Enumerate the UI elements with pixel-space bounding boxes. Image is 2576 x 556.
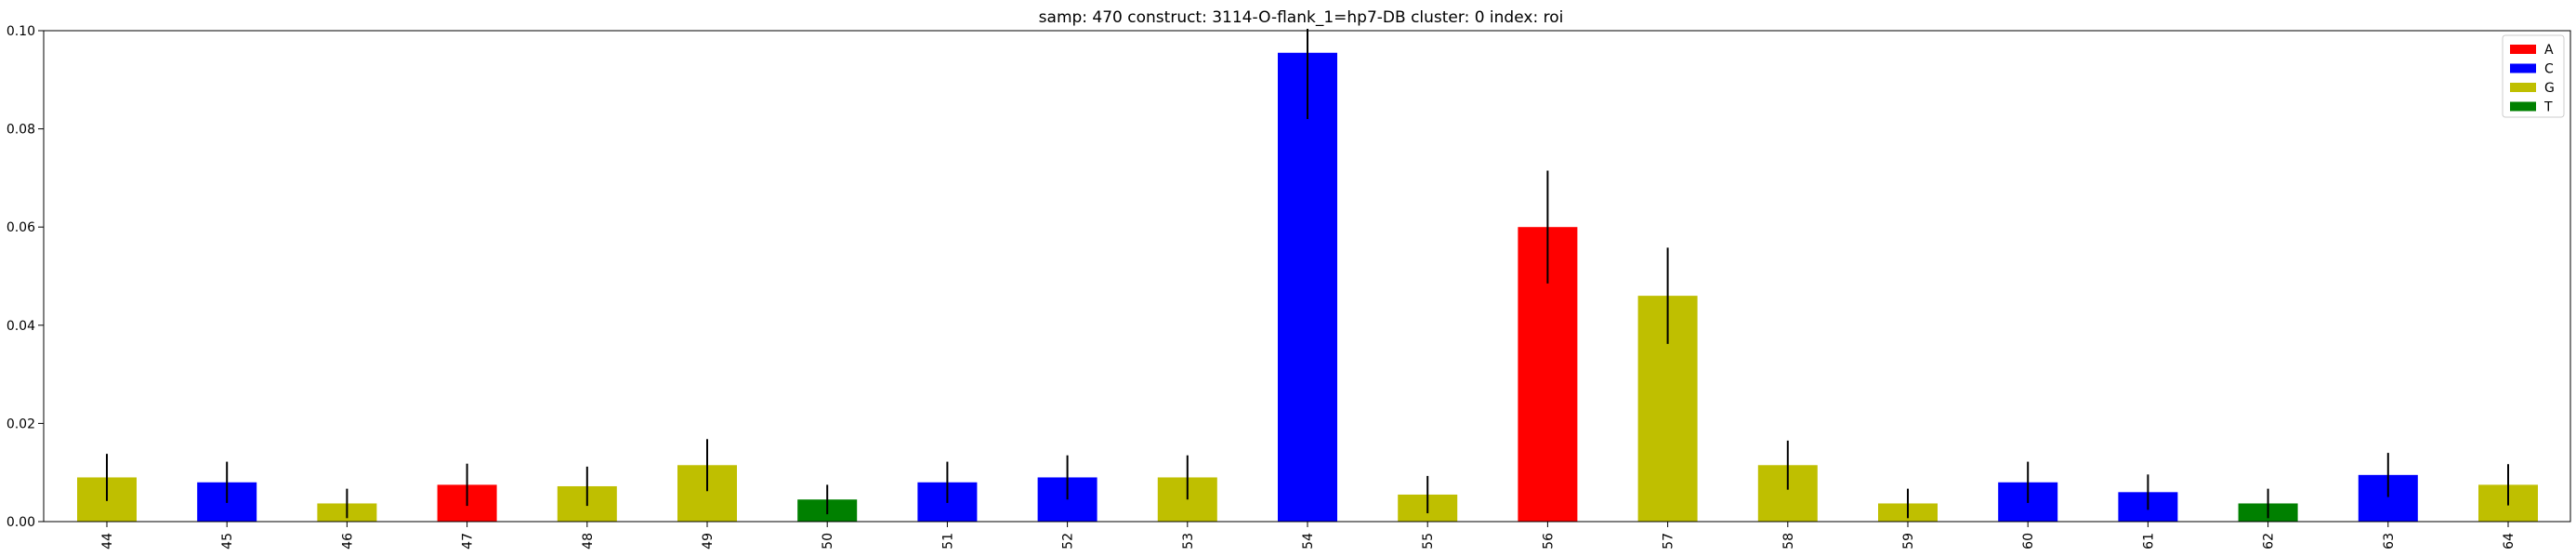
bar-54 <box>1278 52 1337 522</box>
legend-swatch-A <box>2510 45 2536 54</box>
x-tick-label-49: 49 <box>701 533 716 549</box>
legend-box <box>2502 34 2565 118</box>
x-tick-label-60: 60 <box>2021 533 2036 549</box>
legend-label-G: G <box>2544 81 2555 96</box>
x-tick-label-62: 62 <box>2262 533 2277 549</box>
x-tick-label-58: 58 <box>1781 533 1796 549</box>
x-tick-label-51: 51 <box>940 533 955 549</box>
x-tick-label-46: 46 <box>340 533 355 549</box>
legend-label-T: T <box>2543 100 2553 115</box>
y-tick-label-5: 0.10 <box>7 24 35 39</box>
x-tick-label-45: 45 <box>220 533 235 549</box>
x-axis: 44 45 46 47 48 49 50 51 52 53 54 55 56 57 58 59 60 61 62 63… <box>100 522 2517 549</box>
x-tick-label-44: 44 <box>100 533 115 549</box>
x-tick-label-64: 64 <box>2502 533 2517 549</box>
legend-swatch-T <box>2510 101 2536 112</box>
bars-group <box>77 52 2538 522</box>
x-tick-label-56: 56 <box>1541 533 1556 549</box>
y-tick-label-0: 0.00 <box>7 515 35 530</box>
legend-label-A: A <box>2544 43 2554 58</box>
legend-swatch-C <box>2510 63 2536 73</box>
legend-swatch-G <box>2510 83 2536 92</box>
error-bars-group <box>106 29 2509 519</box>
x-tick-label-50: 50 <box>821 533 835 549</box>
x-tick-label-57: 57 <box>1662 533 1676 549</box>
x-tick-label-55: 55 <box>1421 533 1436 549</box>
x-tick-label-61: 61 <box>2141 533 2156 549</box>
x-tick-label-59: 59 <box>1901 533 1916 549</box>
y-tick-label-3: 0.06 <box>7 220 35 235</box>
y-tick-label-4: 0.08 <box>7 123 35 138</box>
y-tick-label-2: 0.04 <box>7 319 35 334</box>
x-tick-label-48: 48 <box>581 533 596 549</box>
x-tick-label-63: 63 <box>2382 533 2397 549</box>
legend-label-C: C <box>2544 62 2554 77</box>
x-tick-label-47: 47 <box>461 533 476 549</box>
x-tick-label-52: 52 <box>1061 533 1076 549</box>
y-tick-label-1: 0.02 <box>7 417 35 431</box>
x-tick-label-54: 54 <box>1301 533 1316 549</box>
chart-title: samp: 470 construct: 3114-O-flank_1=hp7-… <box>1039 8 1564 27</box>
x-tick-label-53: 53 <box>1181 533 1196 549</box>
y-axis: 0.00 0.02 0.04 0.06 0.08 0.10 <box>7 24 44 530</box>
